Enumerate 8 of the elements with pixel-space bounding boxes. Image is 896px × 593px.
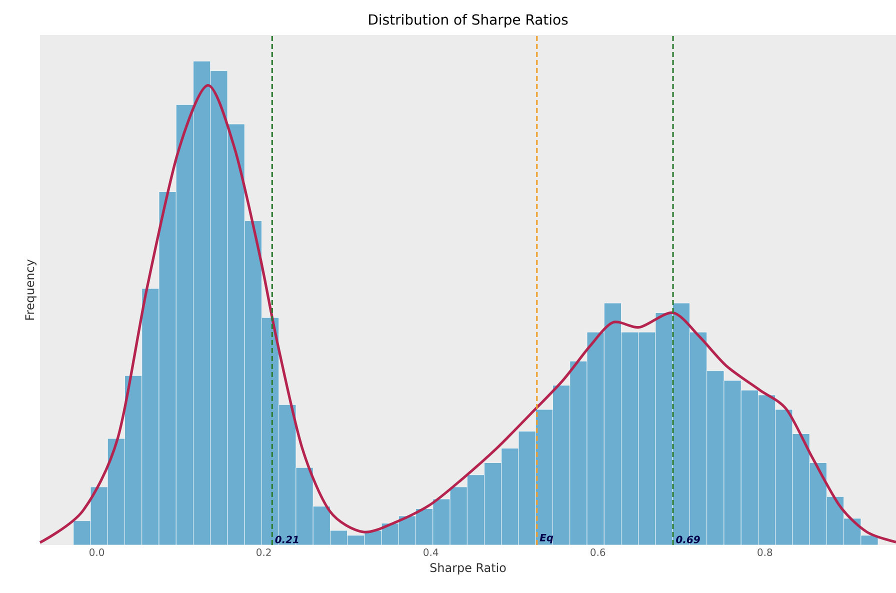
x-tick-label: 0.0 (90, 548, 104, 556)
x-tick-label: 0.6 (590, 548, 606, 556)
x-tick-label: 0.2 (256, 548, 271, 556)
x-axis-title: Sharpe Ratio (430, 562, 506, 574)
x-tick-label: 0.8 (758, 548, 772, 556)
chart-title: Distribution of Sharpe Ratios (369, 14, 568, 28)
y-axis-title: Frequency (25, 259, 36, 320)
x-tick-label: 0.4 (424, 548, 438, 556)
